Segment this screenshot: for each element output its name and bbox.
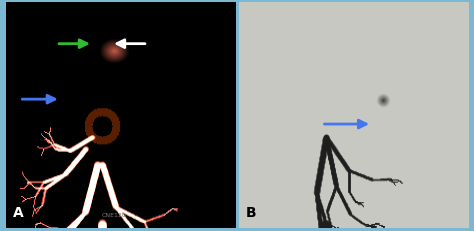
Text: A: A [13,205,23,219]
Text: B: B [246,205,256,219]
Text: CNE120: CNE120 [102,212,127,217]
